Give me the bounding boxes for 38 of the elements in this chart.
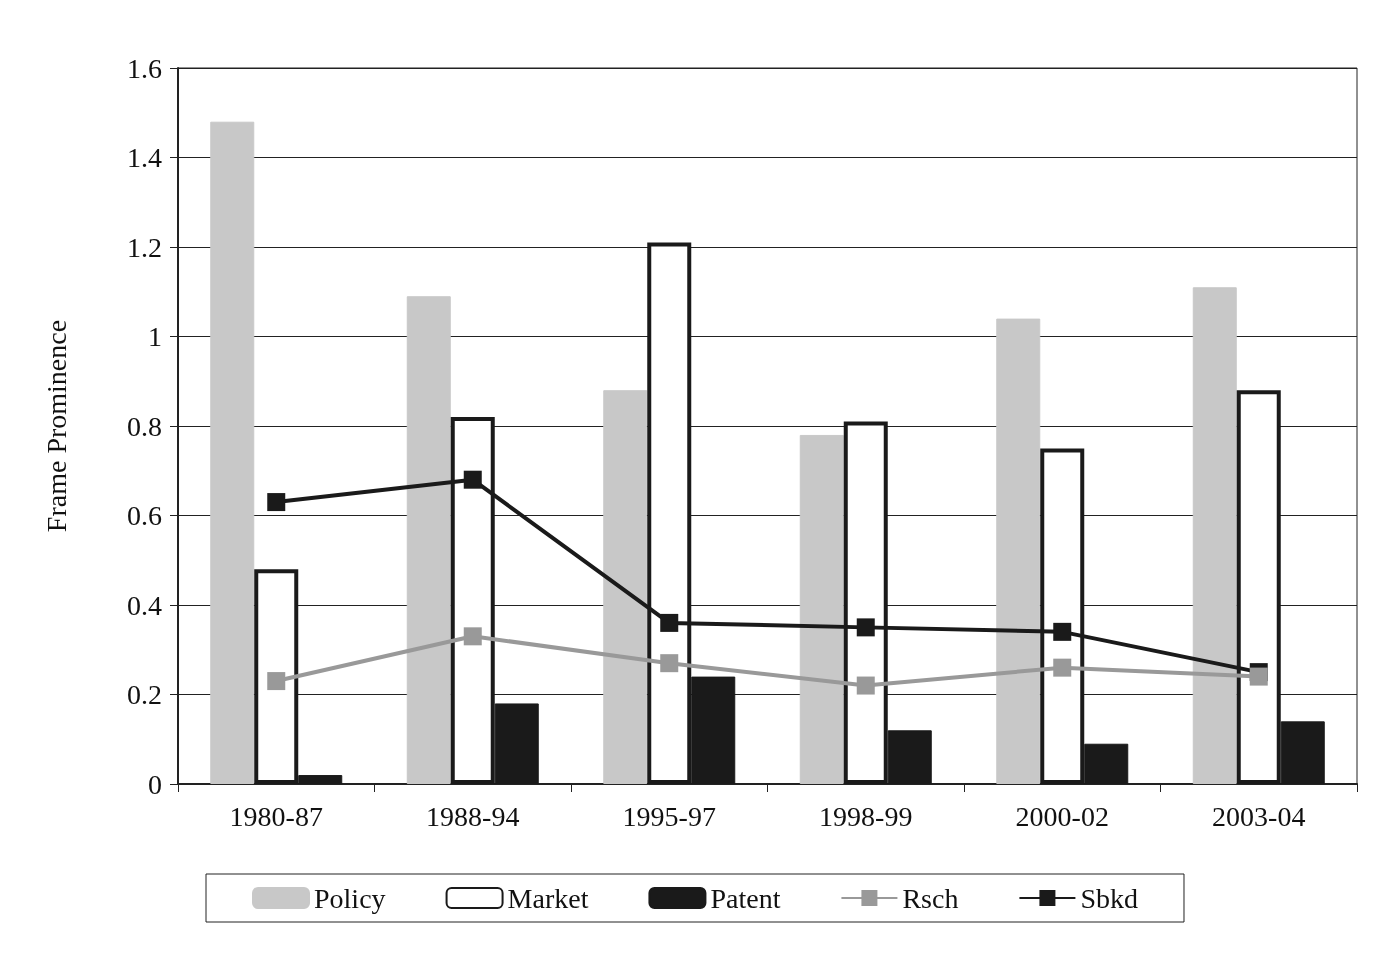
point — [463, 627, 482, 646]
bar — [799, 434, 844, 784]
point — [660, 654, 679, 673]
point — [660, 613, 679, 632]
legend-label: Patent — [710, 882, 781, 914]
legend-label: Policy — [314, 882, 386, 914]
point — [856, 618, 875, 637]
bar — [996, 318, 1041, 784]
point — [1053, 658, 1072, 677]
y-tick-label: 0 — [148, 768, 162, 800]
bar — [210, 121, 255, 784]
y-tick-label: 1.6 — [127, 52, 162, 84]
x-tick-label: 1980-87 — [229, 800, 323, 832]
point — [267, 672, 286, 691]
point — [463, 470, 482, 489]
y-tick-label: 0.4 — [127, 589, 162, 621]
legend-label: Rsch — [902, 882, 959, 914]
x-tick-label: 1998-99 — [819, 800, 913, 832]
bar — [406, 296, 451, 784]
point — [1249, 667, 1268, 686]
bar — [1192, 287, 1237, 784]
point — [1053, 622, 1072, 641]
bar — [603, 390, 648, 784]
x-tick-label: 2000-02 — [1015, 800, 1109, 832]
legend-label: Sbkd — [1080, 882, 1138, 914]
y-tick-label: 1.2 — [127, 231, 162, 263]
x-tick-label: 2003-04 — [1212, 800, 1306, 832]
point — [267, 493, 286, 512]
y-tick-label: 0.6 — [127, 500, 162, 531]
y-tick-label: 1.4 — [127, 142, 162, 173]
x-tick-label: 1988-94 — [426, 800, 520, 832]
y-axis-title: Frame Prominence — [40, 319, 72, 533]
y-tick-label: 0.8 — [127, 410, 162, 442]
y-tick-label: 0.2 — [127, 679, 162, 710]
point — [856, 676, 875, 695]
legend-label: Market — [507, 882, 589, 914]
y-tick-label: 1 — [148, 321, 162, 352]
x-tick-label: 1995-97 — [622, 800, 716, 832]
